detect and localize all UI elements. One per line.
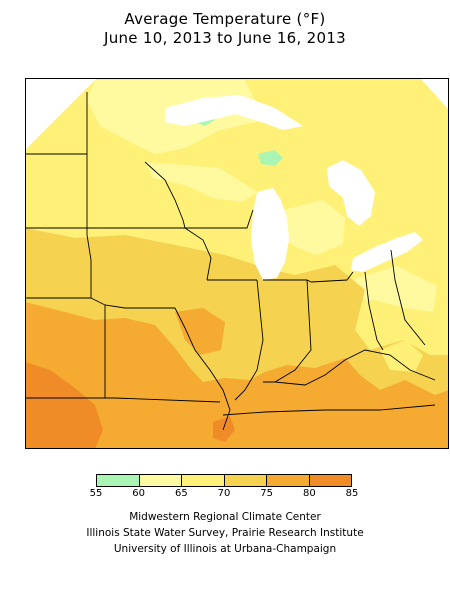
border-sd-ne (25, 227, 92, 261)
map-title-variable: Average Temperature (°F) (124, 10, 326, 28)
legend-tick-60: 60 (132, 488, 146, 499)
zone-75-80-missouri-east (175, 308, 225, 355)
legend-swatch-55-60 (97, 475, 140, 486)
lake-erie (351, 232, 423, 272)
border-ia-il (184, 227, 212, 281)
map-border (25, 78, 449, 449)
map-title: Average Temperature (°F) June 10, 2013 t… (0, 10, 450, 48)
lake-huron (327, 160, 375, 226)
zone-65-70-appalachia (380, 340, 423, 372)
zone-70-75-indiana (303, 285, 350, 340)
border-wi-il (185, 209, 254, 229)
zone-80-85-kansas (25, 362, 103, 449)
legend-tick-55: 55 (89, 488, 103, 499)
border-oh-pa (364, 271, 384, 351)
legend-tick-80: 80 (302, 488, 316, 499)
credits: Midwestern Regional Climate Center Illin… (0, 509, 450, 557)
lake-superior (165, 95, 303, 130)
color-legend: 55 60 65 70 75 80 85 (90, 474, 358, 506)
legend-swatch-65-70 (182, 475, 225, 486)
zone-60-65-ohio (345, 266, 437, 312)
border-ky-north (274, 349, 436, 386)
credit-line-isws: Illinois State Water Survey, Prairie Res… (86, 527, 364, 539)
border-ia-mo (90, 297, 175, 309)
credit-line-uiuc: University of Illinois at Urbana-Champai… (113, 543, 337, 555)
border-ky-tn (222, 404, 436, 416)
legend-tick-65: 65 (174, 488, 188, 499)
border-in-oh (263, 279, 312, 383)
legend-swatch-60-65 (139, 475, 182, 486)
legend-swatch-75-80 (267, 475, 310, 486)
legend-swatch-70-75 (224, 475, 267, 486)
lake-michigan (251, 188, 289, 280)
map-canvas (25, 78, 449, 449)
border-il-mo (174, 307, 231, 431)
state-boundaries (25, 92, 436, 431)
temperature-shading (25, 78, 449, 449)
great-lakes (165, 95, 423, 280)
map-title-date-range: June 10, 2013 to June 16, 2013 (103, 29, 347, 47)
zone-55-60-upper-michigan (258, 150, 283, 166)
legend-tick-85: 85 (345, 488, 359, 499)
border-il-in (234, 279, 264, 401)
border-mo-ar (114, 397, 221, 403)
legend-color-bar (96, 474, 352, 487)
legend-tick-75: 75 (260, 488, 274, 499)
border-ks-mo (104, 305, 115, 399)
border-oh-mi (310, 271, 354, 283)
legend-swatch-80-85 (309, 475, 351, 486)
zone-60-65-michigan (275, 200, 345, 255)
temperature-map (25, 50, 449, 449)
zone-60-65-wisconsin (145, 162, 257, 202)
legend-tick-70: 70 (217, 488, 231, 499)
zone-75-80 (25, 302, 449, 449)
zone-80-85-bootheel (213, 416, 235, 442)
credit-line-mrcc: Midwestern Regional Climate Center (129, 511, 321, 523)
border-mn-wi (144, 161, 186, 229)
border-pa-wv (390, 249, 426, 346)
